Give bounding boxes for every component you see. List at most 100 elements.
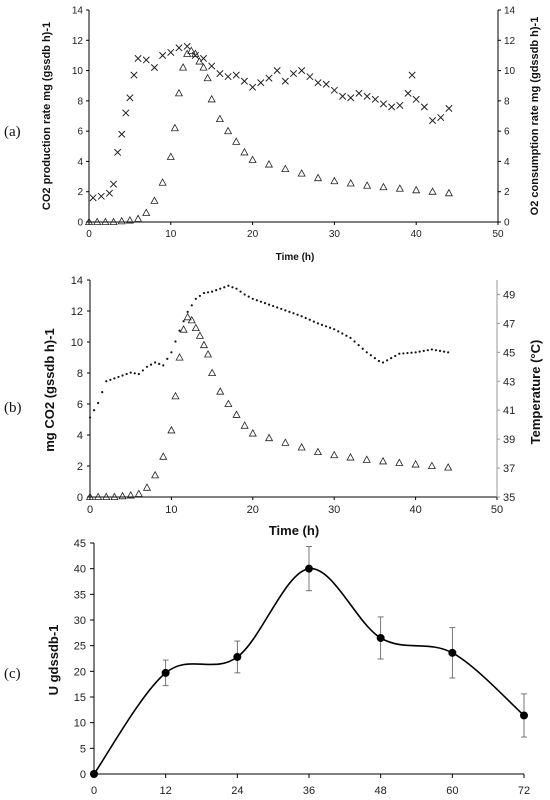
panel-a-triangle-point <box>232 137 241 145</box>
panel-b-temperature-dot <box>324 325 328 328</box>
panel-a-triangle-point <box>101 217 110 225</box>
panel-a-triangle-point <box>444 188 453 197</box>
panel-a-cross-point <box>330 86 338 94</box>
panel-b-y-tick-label-right: 35 <box>503 492 515 504</box>
panel-a-cross-point <box>363 92 371 100</box>
panel-a-triangle-point <box>330 176 339 185</box>
panel-a-cross-point <box>257 79 265 87</box>
panel-c-y-tick-label: 35 <box>74 589 86 601</box>
panel-a-x-label: Time (h) <box>276 252 315 263</box>
panel-a-y-tick-label-left: 0 <box>77 218 83 229</box>
panel-c-x-tick-label: 0 <box>91 785 97 797</box>
panel-c-y-tick-label: 20 <box>74 666 86 678</box>
panel-b-marks <box>85 284 453 500</box>
panel-b-temperature-dot <box>398 352 401 355</box>
panel-b-x-ticks: 0 10 20 30 40 50 <box>87 497 503 516</box>
panel-b-temperature-dot <box>182 320 185 323</box>
panel-b-triangle-point <box>179 325 188 333</box>
panel-a-triangle-point <box>428 187 437 195</box>
panel-a-cross-point <box>114 148 122 156</box>
panel-b-temperature-dot <box>251 297 254 300</box>
panel-b-temperature-dot <box>263 302 267 305</box>
panel-a-cross-point <box>191 51 199 59</box>
panel-b-temperature-dot <box>88 416 92 419</box>
panel-b-triangle-point <box>411 460 420 468</box>
panel-b-temperature-dot <box>447 351 450 354</box>
panel-b-temperature-dot <box>402 352 405 355</box>
panel-b-temperature-dot <box>178 329 181 332</box>
panel-b-temperature-dot <box>174 340 177 343</box>
panel-b-triangle-point <box>216 387 225 395</box>
panel-c-x-tick-label: 48 <box>375 785 387 797</box>
panel-c-x-tick-label: 36 <box>303 785 315 797</box>
panel-a-x-tick-label: 50 <box>492 229 504 240</box>
panel-b-triangle-point <box>195 331 204 339</box>
panel-b-temperature-dot <box>422 349 425 352</box>
panel-b-temperature-dot <box>381 361 385 364</box>
panel-b-temperature-dot <box>337 330 340 333</box>
panel-a-cross-point <box>322 80 330 88</box>
panel-b-y-ticks-left: 0 2 4 6 8 10 12 14 <box>71 275 90 504</box>
panel-b-triangle-point <box>171 391 180 400</box>
panel-b-temperature-dot <box>434 349 438 352</box>
panel-c-marks <box>90 546 528 778</box>
panel-b-triangle-point <box>346 453 355 461</box>
panel-c-x-tick-label: 12 <box>160 785 172 797</box>
panel-a-cross-point <box>159 51 167 59</box>
panel-c-y-tick-label: 40 <box>74 564 86 576</box>
panel-a-triangle-point <box>223 126 233 135</box>
panel-b-triangle-point <box>102 492 111 500</box>
panel-b-temperature-dot <box>345 334 348 337</box>
panel-b-temperature-dot <box>300 315 303 318</box>
panel-a-triangle-point <box>281 164 290 172</box>
panel-b-triangle-point <box>151 470 160 479</box>
panel-c-y-label: U gdssdb-1 <box>46 625 61 696</box>
panel-b-temperature-dot <box>219 287 222 290</box>
panel-b-temperature-dot <box>211 290 214 293</box>
panel-a-y-tick-label-right: 14 <box>504 6 516 17</box>
panel-c-data-point <box>90 770 98 778</box>
panel-a-triangle-point <box>199 63 208 71</box>
panel-a-cross-point <box>379 100 388 108</box>
panel-a-cross-point <box>273 67 281 75</box>
panel-b-triangle-point <box>240 421 249 429</box>
panel-b-triangle-point <box>395 458 404 466</box>
panel-b-triangle-point <box>427 461 436 469</box>
panel-c-y-tick-label: 0 <box>80 769 86 781</box>
panel-b-y-tick-label-right: 47 <box>503 318 515 330</box>
panel-a-cross-point <box>208 62 216 70</box>
panel-b-triangle-point <box>118 491 127 500</box>
panel-b-temperature-dot <box>255 299 258 302</box>
panel-a-cross-point <box>281 77 289 85</box>
panel-a-cross-point <box>298 67 306 75</box>
panel-b-y-tick-label-right: 45 <box>503 347 515 359</box>
panel-a-cross-point <box>175 44 183 52</box>
panel-b-y-tick-label-left: 4 <box>77 430 83 442</box>
panel-b-temperature-dot <box>288 310 291 313</box>
panel-b-triangle-point <box>187 315 196 324</box>
panel-b-temperature-dot <box>377 359 381 363</box>
panel-b-temperature-dot <box>162 364 165 367</box>
panel-b-temperature-dot <box>276 306 279 309</box>
panel-c-x-tick-label: 72 <box>518 785 530 797</box>
panel-a-cross-point <box>142 56 150 64</box>
panel-a-cross-point <box>122 109 130 117</box>
panel-a-cross-point <box>183 42 191 50</box>
panel-b-temperature-dot <box>316 322 320 325</box>
panel-a-cross-point <box>249 83 257 91</box>
panel-b-temperature-dot <box>92 409 96 412</box>
panel-b-y-label-right: Temperature (°C) <box>528 340 543 445</box>
panel-b-temperature-dot <box>442 350 446 353</box>
panel-b-temperature-dot <box>239 290 242 293</box>
panel-c-y-tick-label: 30 <box>74 615 86 627</box>
panel-b-temperature-dot <box>426 349 429 352</box>
panel-b-triangle-point <box>94 492 103 500</box>
panel-b-y-tick-label-left: 8 <box>77 368 83 380</box>
panel-b-temperature-dot <box>243 293 246 296</box>
panel-a-y-tick-label-left: 12 <box>72 36 84 47</box>
panel-a-triangle-point <box>142 208 151 216</box>
panel-a-x-ticks: 0 10 20 30 40 50 <box>86 222 504 240</box>
panel-a-y-ticks-right: 0 2 4 6 8 10 12 14 <box>498 6 516 229</box>
panel-b-temperature-dot <box>109 378 112 381</box>
